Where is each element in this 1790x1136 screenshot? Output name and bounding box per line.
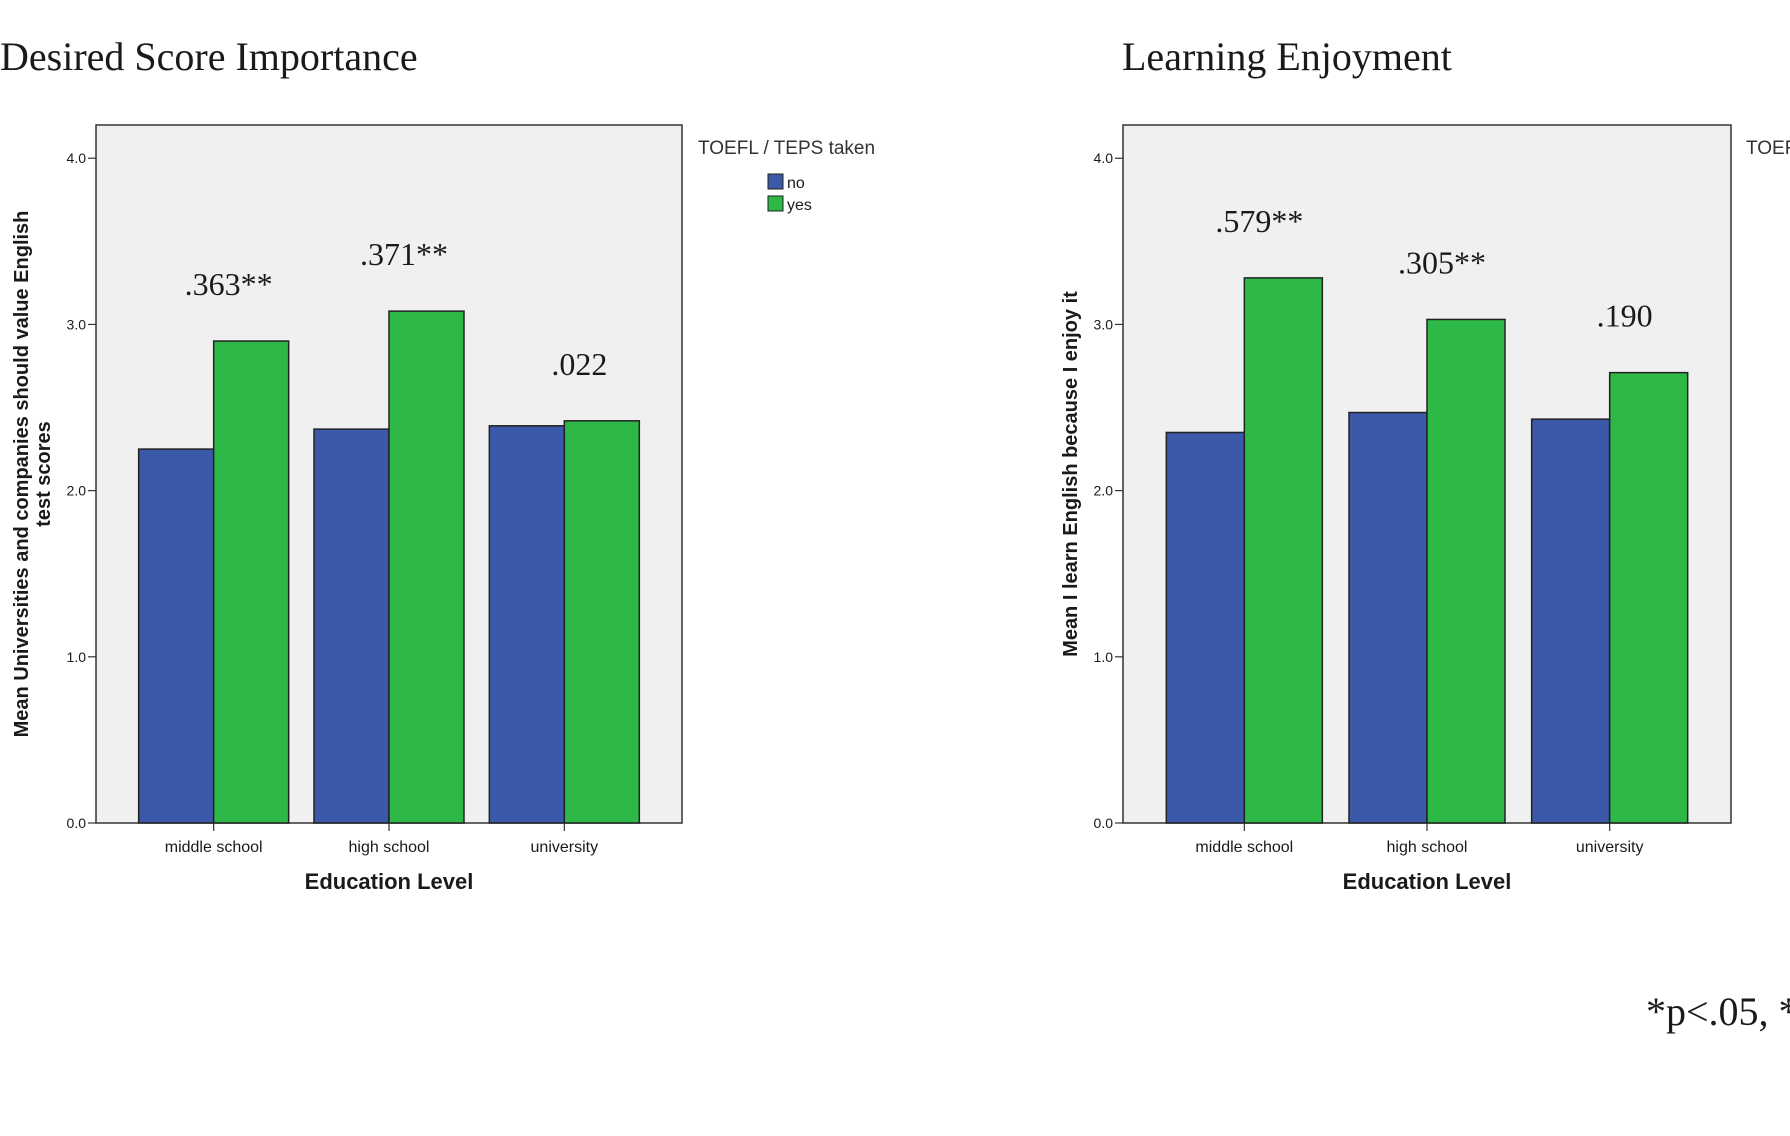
significance-label: .190: [1597, 298, 1653, 334]
legend-label-no: no: [787, 175, 805, 192]
bar-yes-university: [1608, 371, 1689, 824]
legend-title: TOEF: [1746, 138, 1790, 159]
bar-no-university: [488, 425, 566, 824]
x-tick-label: university: [1576, 839, 1644, 856]
y-tick-label: 2.0: [67, 483, 87, 499]
legend-title: TOEFL / TEPS taken: [698, 138, 875, 159]
bar-yes-middle-school: [212, 340, 290, 824]
y-tick-label: 2.0: [1094, 483, 1114, 499]
chart-title: Learning Enjoyment: [1122, 34, 1452, 79]
y-tick-label: 4.0: [1094, 150, 1114, 166]
chart-title: Desired Score Importance: [0, 34, 418, 79]
bar-no-middle-school: [1165, 431, 1246, 824]
x-tick-label: high school: [1387, 839, 1468, 856]
legend-label-yes: yes: [787, 197, 812, 214]
x-tick-label: high school: [349, 839, 430, 856]
chart-learning-enjoyment: Learning Enjoyment 0.0 1.0 2.0 3.0 4.0 middle …: [1060, 34, 1790, 894]
bar-yes-high-school: [1426, 318, 1506, 824]
legend-swatch-yes: [767, 195, 784, 212]
significance-label: .579**: [1215, 203, 1303, 239]
y-tick-label: 3.0: [67, 316, 87, 332]
significance-label: .371**: [360, 236, 448, 272]
y-axis-label: test scores: [33, 421, 55, 527]
significance-label: .022: [551, 346, 607, 382]
significance-label: .305**: [1398, 244, 1486, 280]
bar-no-high-school: [313, 428, 390, 824]
y-axis-label: Mean I learn English because I enjoy it: [1060, 291, 1082, 657]
x-axis-label: Education Level: [305, 869, 474, 894]
x-tick-label: university: [531, 839, 599, 856]
significance-footnote: *p<.05, *: [1646, 989, 1790, 1034]
y-axis-label: Mean Universities and companies should v…: [11, 211, 33, 738]
x-tick-label: middle school: [165, 839, 263, 856]
y-tick-label: 0.0: [67, 815, 87, 831]
bar-yes-high-school: [388, 310, 465, 824]
y-tick-label: 1.0: [1094, 649, 1114, 665]
bar-no-high-school: [1348, 411, 1428, 824]
bar-yes-university: [563, 420, 641, 824]
y-tick-label: 0.0: [1094, 815, 1114, 831]
x-axis-label: Education Level: [1343, 869, 1512, 894]
y-tick-label: 3.0: [1094, 316, 1114, 332]
legend-swatch-no: [767, 173, 784, 190]
bar-yes-middle-school: [1243, 277, 1324, 824]
chart-desired-score-importance: Desired Score Importance 0.0 1.0 2.0 3.0 4.0 m…: [0, 34, 875, 894]
significance-label: .363**: [185, 266, 273, 302]
y-tick-label: 4.0: [67, 150, 87, 166]
x-tick-label: middle school: [1195, 839, 1293, 856]
bar-no-middle-school: [137, 448, 215, 824]
y-tick-label: 1.0: [67, 649, 87, 665]
bar-no-university: [1530, 418, 1611, 824]
